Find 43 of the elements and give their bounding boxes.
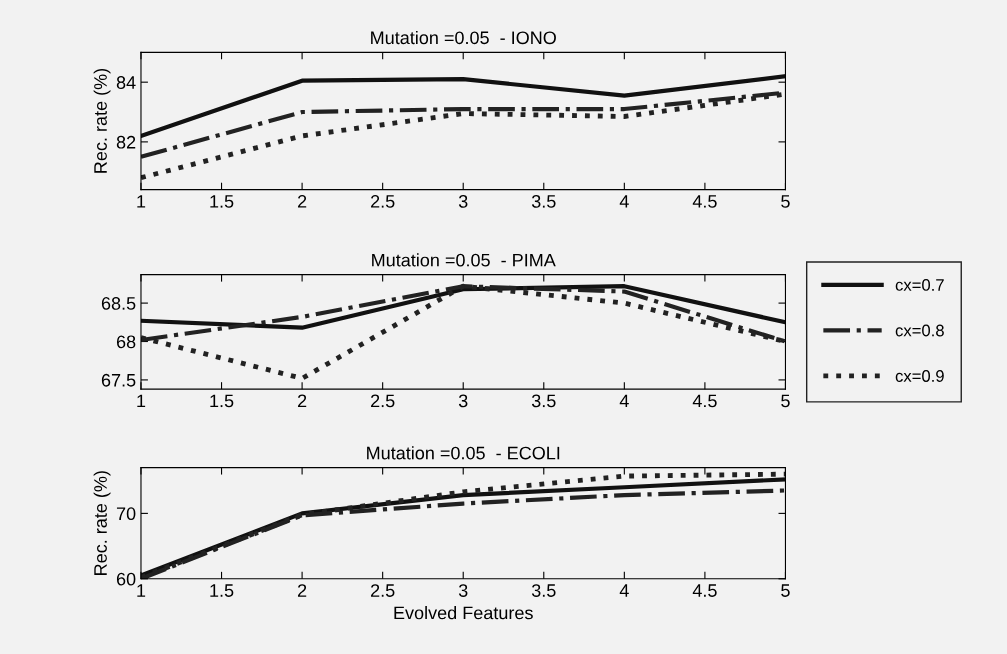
x-tick-label: 2.5 [371,394,395,408]
x-tick-label: 4 [619,195,629,208]
x-tick-label: 3 [458,394,468,408]
x-tick-label: 1 [137,394,146,408]
y-tick-label: 82 [116,135,136,149]
x-tick-label: 3.5 [531,195,556,208]
y-tick-label: 70 [116,507,136,521]
x-axis-title: Evolved Features [394,606,533,620]
y-axis-title: Rec. rate (%) [93,471,111,575]
x-tick-label: 2 [297,584,307,597]
y-axis-title: Rec. rate (%) [93,68,111,173]
x-tick-label: 5 [781,195,790,208]
x-tick-label: 2.5 [371,195,395,208]
x-tick-label: 1.5 [210,394,234,408]
x-tick-label: 4 [619,584,629,597]
y-tick-label: 84 [116,76,136,89]
x-tick-label: 3.5 [531,584,556,597]
x-tick-label: 2 [297,394,307,408]
chart-title: Mutation =0.05 - PIMA [372,253,556,267]
y-tick-label: 60 [116,572,136,586]
y-tick-label: 67.5 [101,373,136,387]
x-tick-label: 3.5 [531,394,556,408]
x-tick-label: 4 [619,394,629,408]
legend-label: cx=0.9 [895,370,944,382]
x-tick-label: 2.5 [371,584,395,597]
x-tick-label: 1 [137,195,146,208]
x-tick-label: 3 [458,195,468,208]
x-tick-label: 4.5 [692,195,717,208]
legend-label: cx=0.8 [895,324,944,337]
x-tick-label: 5 [781,584,790,597]
legend-label: cx=0.7 [895,279,944,291]
y-tick-label: 68.5 [101,297,136,310]
x-tick-label: 1 [137,584,146,597]
chart-title: Mutation =0.05 - IONO [371,30,556,45]
x-tick-label: 3 [458,584,468,597]
y-tick-label: 68 [116,335,136,349]
x-tick-label: 2 [297,195,307,208]
x-tick-label: 4.5 [692,394,717,408]
x-tick-label: 5 [781,394,790,408]
x-tick-label: 4.5 [692,584,717,597]
x-tick-label: 1.5 [210,195,234,208]
x-tick-label: 1.5 [210,584,234,597]
chart-title: Mutation =0.05 - ECOLI [367,446,560,460]
